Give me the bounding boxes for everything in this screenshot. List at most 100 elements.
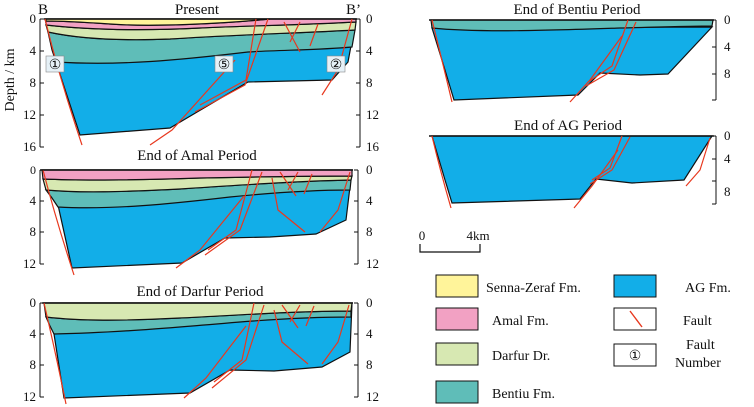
legend-swatch-ag (613, 274, 657, 298)
fault-number-5-box (214, 55, 234, 73)
section-present-title: Present (175, 2, 220, 18)
amal-fault-e (287, 171, 299, 191)
fault-number-5: ⑤ (218, 58, 231, 73)
amal-fault-h (319, 171, 351, 233)
darfur-fault-e (289, 304, 301, 323)
present-fault-5b (194, 18, 269, 113)
present-left-tick: 12 (23, 107, 36, 122)
present-fault-5c (149, 59, 236, 146)
present-left-tick: 16 (23, 139, 37, 154)
present-fault-c (309, 23, 319, 47)
amal-right-tick: 4 (366, 193, 373, 208)
bentiu-fault-c (569, 35, 623, 103)
present-right-tick: 8 (366, 75, 373, 90)
legend-label-fault-number-line1: Fault (686, 338, 715, 353)
present-left-tick: 8 (30, 75, 37, 90)
darfur-left-tick: 8 (30, 357, 37, 372)
section-present-right-label: B’ (346, 2, 361, 18)
darfur-left-tick: 12 (23, 389, 36, 404)
amal-fault-d (279, 171, 297, 197)
section-present: Present B B’ Depth / km ① ⑤ ② (3, 2, 380, 154)
section-darfur: End of Darfur Period 0 4 8 12 0 4 8 12 (23, 284, 379, 405)
bentiu-right-tick: 8 (724, 66, 731, 81)
amal-right-tick: 0 (366, 162, 373, 177)
section-darfur-title: End of Darfur Period (136, 284, 264, 300)
darfur-fault-b (211, 304, 265, 389)
darfur-fault-c (183, 325, 247, 399)
ag-ag-layer (431, 135, 714, 204)
legend-label-darfur: Darfur Dr. (492, 349, 550, 364)
present-left-tick: 4 (30, 43, 37, 58)
ag-fault-d (685, 137, 711, 187)
legend-swatch-senna-zeraf (435, 274, 479, 298)
bentiu-fault-1 (431, 19, 453, 103)
amal-left-tick: 4 (30, 193, 37, 208)
darfur-right-tick: 8 (366, 357, 373, 372)
fault-number-1: ① (49, 58, 62, 73)
darfur-right-tick: 0 (366, 295, 373, 310)
ag-fault-c (573, 149, 619, 209)
darfur-right-tick: 12 (366, 389, 379, 404)
depth-axis-title: Depth / km (3, 48, 18, 111)
ag-right-tick: 0 (724, 128, 731, 143)
scale-bar-end: 4km (466, 228, 489, 243)
darfur-fault-d (281, 304, 299, 329)
darfur-fault-1 (43, 302, 67, 405)
present-fault-b (289, 21, 301, 43)
legend-swatch-darfur (435, 342, 479, 366)
bentiu-right-tick: 0 (724, 12, 731, 27)
legend-fault-line-icon (629, 310, 643, 328)
present-right-tick: 12 (366, 107, 379, 122)
legend-label-ag: AG Fm. (685, 281, 731, 296)
present-right-tick: 16 (366, 139, 380, 154)
section-bentiu: End of Bentiu Period 0 4 8 (429, 2, 731, 103)
legend-swatch-fault-number (613, 343, 657, 367)
fault-number-1-box (45, 55, 65, 73)
bentiu-fault-a (587, 19, 629, 83)
amal-right-tick: 12 (366, 256, 379, 271)
darfur-left-tick: 4 (30, 326, 37, 341)
present-senna-layer (45, 18, 271, 26)
amal-fault-f (303, 173, 313, 195)
amal-left-tick: 12 (23, 256, 36, 271)
darfur-right-tick: 4 (366, 326, 373, 341)
ag-right-tick: 4 (724, 151, 731, 166)
amal-fault-g (271, 177, 306, 233)
section-amal-title: End of Amal Period (137, 148, 257, 164)
present-fault-5a (199, 18, 257, 106)
bentiu-bentiu-layer (430, 19, 714, 32)
section-bentiu-title: End of Bentiu Period (513, 2, 641, 18)
section-ag: End of AG Period 0 4 8 (429, 118, 731, 209)
legend-label-fault: Fault (683, 314, 712, 329)
amal-fault-c (175, 195, 245, 269)
scale-bar-zero: 0 (419, 228, 426, 243)
legend-swatch-amal (435, 307, 479, 331)
section-ag-title: End of AG Period (514, 118, 622, 134)
darfur-fault-h (321, 304, 350, 365)
present-fault-1 (44, 18, 83, 146)
darfur-left-tick: 0 (30, 295, 37, 310)
amal-left-tick: 0 (30, 163, 36, 177)
darfur-darfur-layer (43, 302, 353, 321)
darfur-fault-f (305, 305, 315, 327)
bentiu-right-tick: 4 (724, 39, 731, 54)
legend-label-bentiu: Bentiu Fm. (492, 387, 555, 402)
legend: Senna-Zeraf Fm. Amal Fm. Darfur Dr. Bent… (435, 274, 731, 404)
legend-swatch-fault (613, 307, 657, 331)
legend-swatch-bentiu (435, 380, 479, 404)
section-present-left-label: B (38, 2, 48, 18)
present-right-tick: 4 (366, 43, 373, 58)
ag-fault-1 (431, 135, 452, 209)
ag-fault-a (591, 135, 623, 181)
section-amal: End of Amal Period 0 4 8 12 0 4 8 12 (23, 148, 379, 276)
bentiu-fault-b (585, 21, 637, 87)
amal-fault-1 (42, 169, 75, 276)
darfur-fault-g (273, 309, 309, 365)
darfur-fault-a (213, 302, 255, 383)
amal-amal-layer (41, 169, 353, 181)
present-right-tick: 0 (366, 11, 373, 26)
amal-right-tick: 8 (366, 224, 373, 239)
scale-bar: 0 4km (419, 228, 490, 253)
amal-fault-a (207, 169, 253, 251)
amal-left-tick: 8 (30, 224, 37, 239)
